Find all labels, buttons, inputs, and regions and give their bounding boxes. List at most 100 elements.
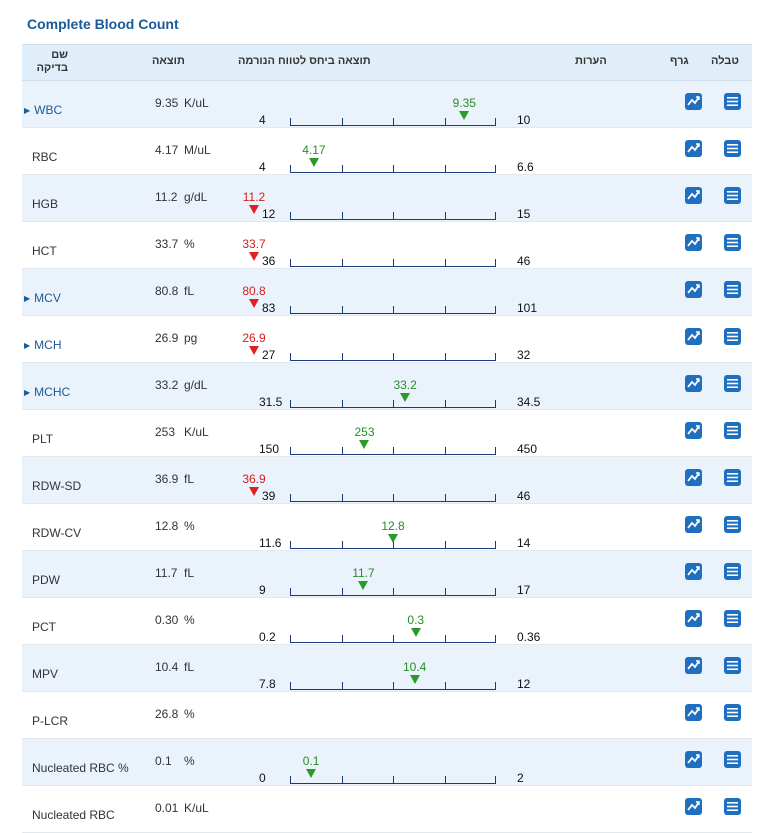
range-high: 46 [517, 489, 531, 503]
result-unit: pg [184, 331, 198, 345]
result-value: 0.01 [155, 801, 179, 815]
line-chart-icon[interactable] [685, 187, 702, 204]
scale-tick [444, 494, 446, 502]
line-chart-icon[interactable] [685, 610, 702, 627]
range-high: 10 [517, 113, 531, 127]
scale-tick [341, 306, 343, 314]
table-row: MPV 10.4 fL 7.8 12 10.4 [22, 645, 752, 692]
list-icon[interactable] [724, 704, 741, 721]
result-unit: K/uL [184, 96, 209, 110]
scale-tick [444, 306, 446, 314]
result-unit: K/uL [184, 801, 209, 815]
table-row: PDW 11.7 fL 9 17 11.7 [22, 551, 752, 598]
list-icon[interactable] [724, 281, 741, 298]
scale-tick [341, 212, 343, 220]
result-value: 33.7 [155, 237, 179, 251]
marker-value: 11.7 [352, 566, 375, 580]
scale-tick [444, 400, 446, 408]
line-chart-icon[interactable] [685, 798, 702, 815]
scale-tick [341, 400, 343, 408]
list-icon[interactable] [724, 469, 741, 486]
line-chart-icon[interactable] [685, 422, 702, 439]
scale-tick [341, 118, 343, 126]
marker-value: 253 [354, 425, 375, 439]
result-value: 12.8 [155, 519, 179, 533]
result-value: 36.9 [155, 472, 179, 486]
test-name-link[interactable]: MCH [24, 338, 61, 352]
list-icon[interactable] [724, 328, 741, 345]
list-icon[interactable] [724, 657, 741, 674]
scale-tick [495, 353, 496, 361]
marker-triangle-icon [249, 299, 259, 308]
line-chart-icon[interactable] [685, 375, 702, 392]
scale-tick [444, 447, 446, 455]
scale-tick [290, 494, 291, 502]
line-chart-icon[interactable] [685, 704, 702, 721]
range-scale [290, 211, 496, 220]
line-chart-icon[interactable] [685, 751, 702, 768]
range-scale [290, 681, 496, 690]
scale-tick [393, 494, 394, 502]
range-high: 12 [517, 677, 531, 691]
scale-tick [444, 635, 446, 643]
test-name-link[interactable]: MCHC [24, 385, 70, 399]
list-icon[interactable] [724, 140, 741, 157]
range-scale [290, 352, 496, 361]
list-icon[interactable] [724, 375, 741, 392]
list-icon[interactable] [724, 563, 741, 580]
scale-tick [495, 541, 496, 549]
result-value: 11.7 [155, 566, 178, 580]
line-chart-icon[interactable] [685, 563, 702, 580]
range-high: 2 [517, 771, 524, 785]
scale-tick [290, 447, 291, 455]
scale-tick [393, 212, 394, 220]
range-low: 4 [259, 160, 266, 174]
table-row: MCH 26.9 pg 27 32 26.9 [22, 316, 752, 363]
result-value: 11.2 [155, 190, 178, 204]
result-value: 10.4 [155, 660, 179, 674]
range-scale [290, 164, 496, 173]
scale-tick [341, 588, 343, 596]
list-icon[interactable] [724, 798, 741, 815]
line-chart-icon[interactable] [685, 657, 702, 674]
result-value: 253 [155, 425, 176, 439]
list-icon[interactable] [724, 751, 741, 768]
table-row: HGB 11.2 g/dL 12 15 11.2 [22, 175, 752, 222]
scale-tick [393, 447, 394, 455]
test-name: Nucleated RBC [32, 808, 115, 822]
marker-value: 4.17 [302, 143, 326, 157]
marker-value: 10.4 [402, 660, 427, 674]
line-chart-icon[interactable] [685, 328, 702, 345]
line-chart-icon[interactable] [685, 140, 702, 157]
list-icon[interactable] [724, 610, 741, 627]
line-chart-icon[interactable] [685, 234, 702, 251]
result-unit: g/dL [184, 190, 208, 204]
list-icon[interactable] [724, 422, 741, 439]
list-icon[interactable] [724, 93, 741, 110]
range-high: 101 [517, 301, 538, 315]
range-scale [290, 305, 496, 314]
list-icon[interactable] [724, 234, 741, 251]
line-chart-icon[interactable] [685, 469, 702, 486]
marker-triangle-icon [400, 393, 411, 402]
line-chart-icon[interactable] [685, 516, 702, 533]
test-name-link[interactable]: MCV [24, 291, 61, 305]
marker-triangle-icon [249, 205, 259, 214]
scale-tick [341, 447, 343, 455]
line-chart-icon[interactable] [685, 93, 702, 110]
list-icon[interactable] [724, 187, 741, 204]
scale-tick [341, 353, 343, 361]
marker-value: 80.8 [242, 284, 266, 298]
test-name-link[interactable]: WBC [24, 103, 62, 117]
result-unit: K/uL [184, 425, 209, 439]
list-icon[interactable] [724, 516, 741, 533]
range-scale [290, 493, 496, 502]
table-row: MCV 80.8 fL 83 101 80.8 [22, 269, 752, 316]
scale-tick [495, 447, 496, 455]
scale-tick [444, 259, 446, 267]
scale-tick [393, 588, 394, 596]
line-chart-icon[interactable] [685, 281, 702, 298]
marker-triangle-icon [410, 628, 421, 637]
result-value: 0.1 [155, 754, 172, 768]
result-unit: M/uL [184, 143, 211, 157]
